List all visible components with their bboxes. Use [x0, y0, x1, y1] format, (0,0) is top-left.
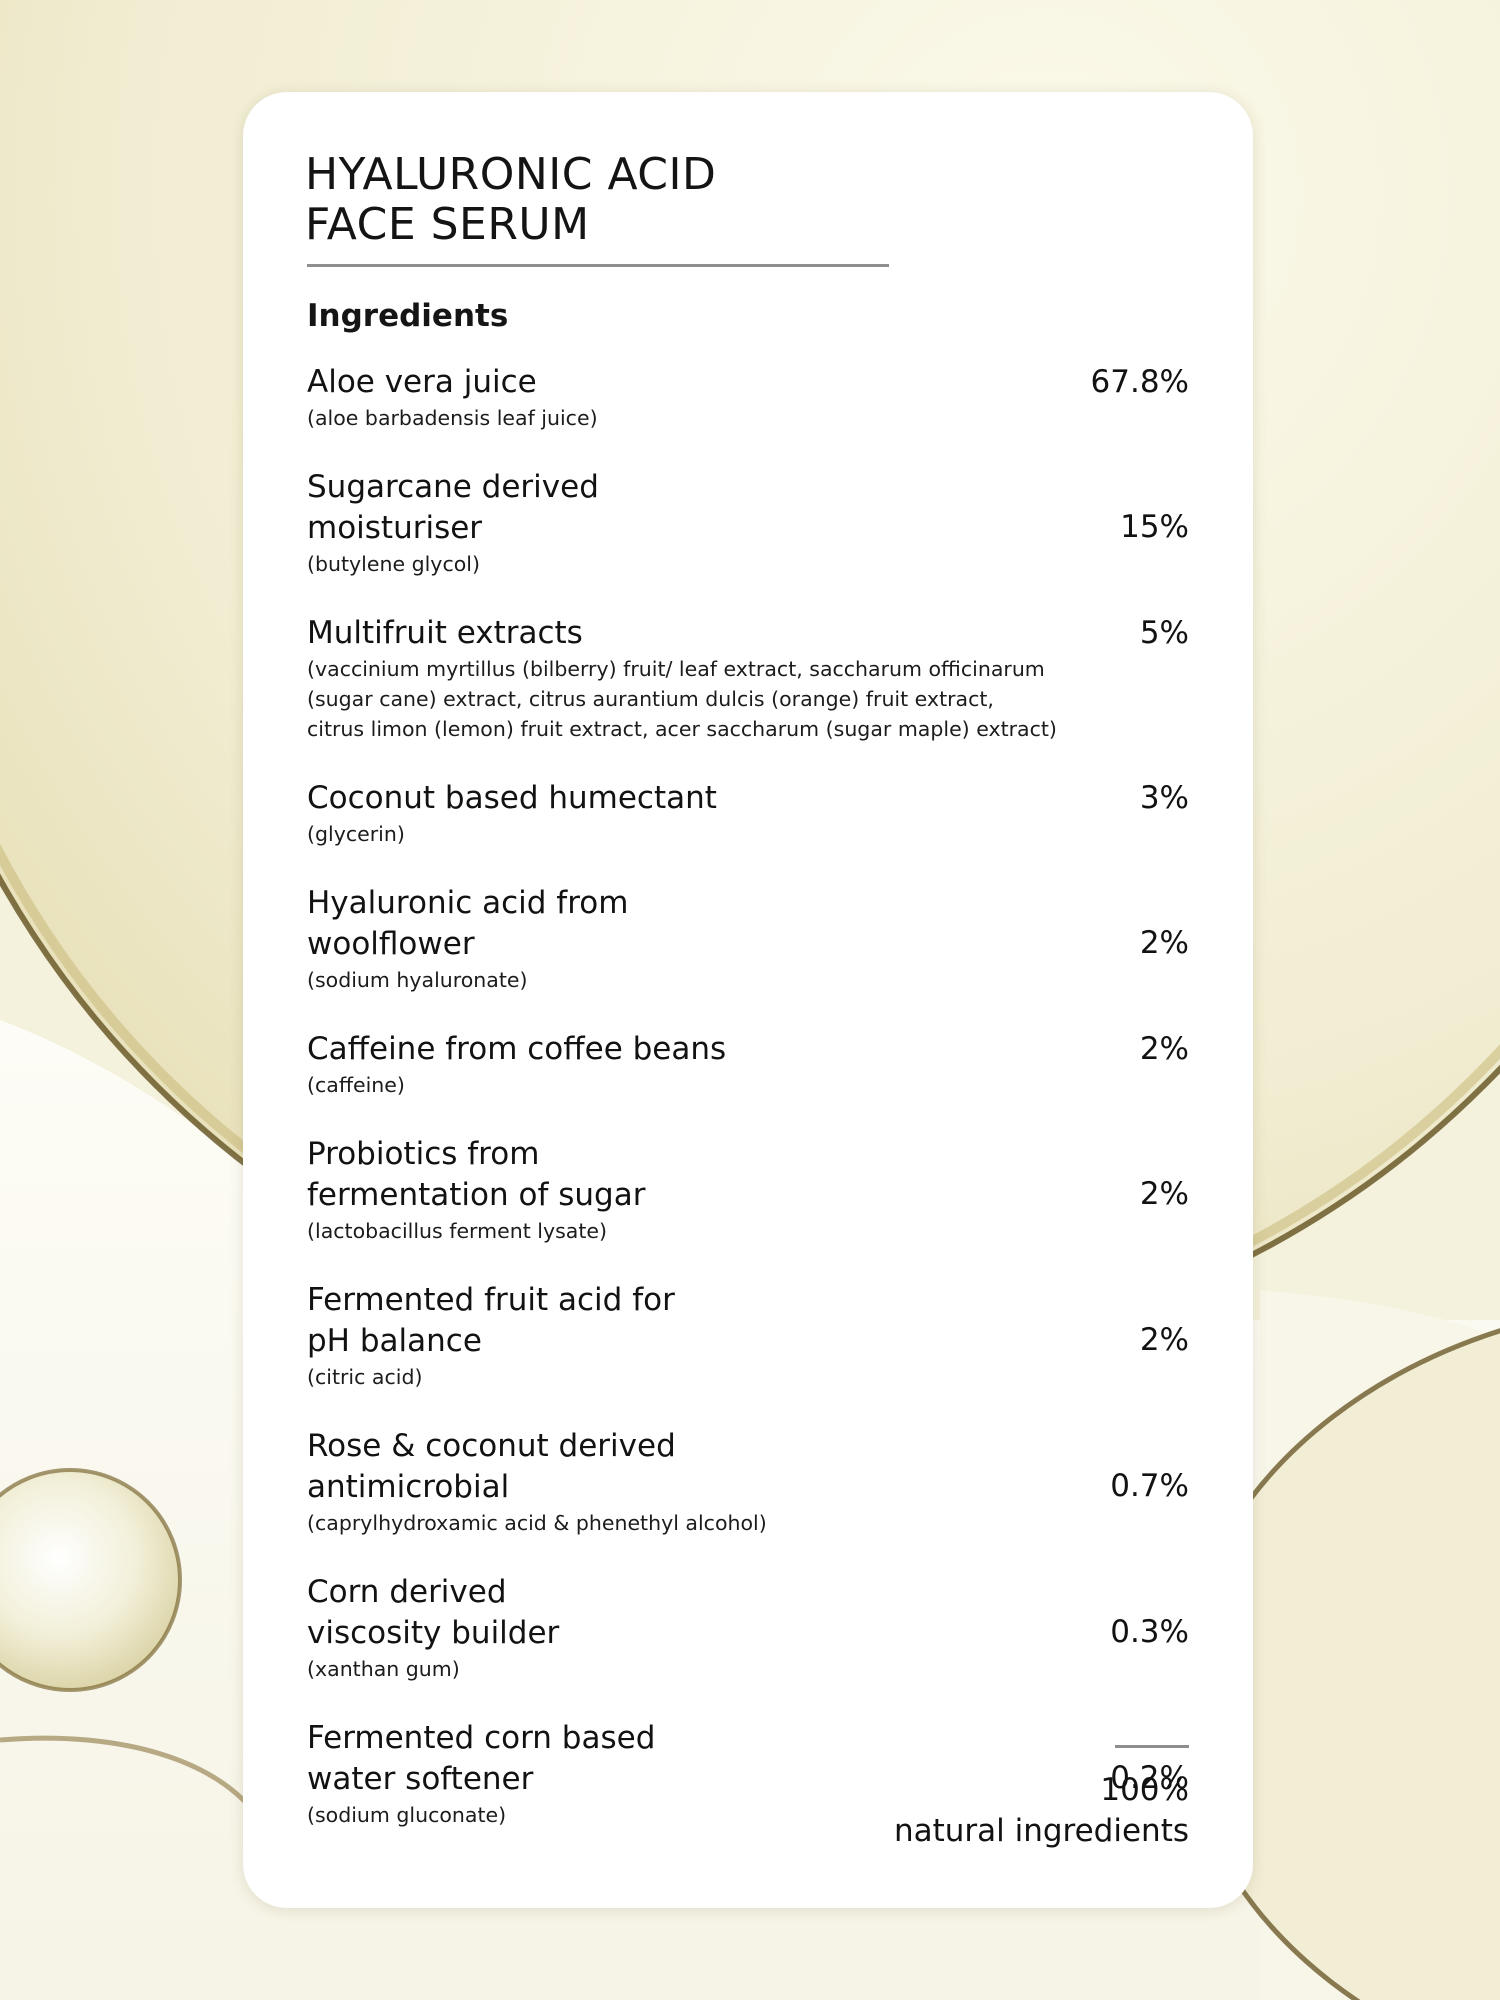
ingredient-inci: (caprylhydroxamic acid & phenethyl alcoh… [307, 1511, 767, 1535]
ingredient-percent: 2% [1139, 925, 1189, 961]
ingredient-percent: 67.8% [1090, 364, 1189, 400]
ingredient-row: Corn derived viscosity builder (xanthan … [307, 1572, 1189, 1684]
ingredient-name: Rose & coconut derived antimicrobial [307, 1428, 676, 1505]
ingredient-row: Fermented corn based water softener (sod… [307, 1718, 1189, 1830]
product-title: HYALURONIC ACID FACE SERUM [305, 150, 716, 250]
ingredient-inci: (sodium hyaluronate) [307, 968, 528, 992]
ingredient-row: Coconut based humectant (glycerin) 3% [307, 778, 1189, 849]
ingredient-name: Multifruit extracts [307, 615, 583, 651]
ingredient-name: Fermented fruit acid for pH balance [307, 1282, 675, 1359]
total-percent: 100% [1100, 1772, 1189, 1808]
product-title-line-2: FACE SERUM [305, 199, 590, 250]
ingredient-percent: 2% [1139, 1176, 1189, 1212]
ingredient-percent: 3% [1139, 780, 1189, 816]
ingredient-name: Aloe vera juice [307, 364, 537, 400]
ingredient-percent: 0.3% [1110, 1614, 1189, 1650]
ingredient-row: Multifruit extracts (vaccinium myrtillus… [307, 613, 1189, 744]
ingredient-percent: 2% [1139, 1322, 1189, 1358]
ingredient-name: Coconut based humectant [307, 780, 717, 816]
ingredient-inci: (sodium gluconate) [307, 1803, 507, 1827]
total-divider [1115, 1745, 1189, 1748]
ingredients-list: Aloe vera juice (aloe barbadensis leaf j… [307, 362, 1189, 1864]
ingredient-row: Aloe vera juice (aloe barbadensis leaf j… [307, 362, 1189, 433]
ingredients-heading: Ingredients [307, 298, 509, 334]
product-title-line-1: HYALURONIC ACID [305, 149, 717, 200]
ingredient-percent: 5% [1139, 615, 1189, 651]
total-summary: 100% natural ingredients [894, 1770, 1189, 1852]
ingredient-row: Caffeine from coffee beans (caffeine) 2% [307, 1029, 1189, 1100]
ingredient-row: Hyaluronic acid from woolflower (sodium … [307, 883, 1189, 995]
ingredient-inci: (glycerin) [307, 822, 405, 846]
ingredient-inci: (lactobacillus ferment lysate) [307, 1219, 607, 1243]
total-label: natural ingredients [893, 1813, 1189, 1849]
ingredient-row: Fermented fruit acid for pH balance (cit… [307, 1280, 1189, 1392]
ingredient-inci: (caffeine) [307, 1073, 405, 1097]
ingredient-inci: (aloe barbadensis leaf juice) [307, 406, 598, 430]
ingredient-inci: (vaccinium myrtillus (bilberry) fruit/ l… [307, 657, 1057, 741]
ingredient-percent: 15% [1120, 509, 1189, 545]
ingredient-name: Corn derived viscosity builder [307, 1574, 560, 1651]
ingredient-name: Caffeine from coffee beans [307, 1031, 727, 1067]
ingredient-inci: (butylene glycol) [307, 552, 480, 576]
ingredient-row: Sugarcane derived moisturiser (butylene … [307, 467, 1189, 579]
ingredient-row: Rose & coconut derived antimicrobial (ca… [307, 1426, 1189, 1538]
ingredient-name: Probiotics from fermentation of sugar [307, 1136, 646, 1213]
ingredient-name: Fermented corn based water softener [307, 1720, 656, 1797]
ingredient-inci: (citric acid) [307, 1365, 423, 1389]
ingredients-card: HYALURONIC ACID FACE SERUM Ingredients A… [243, 92, 1253, 1908]
ingredient-percent: 0.2% [1110, 1760, 1189, 1796]
ingredient-inci: (xanthan gum) [307, 1657, 460, 1681]
ingredient-row: Probiotics from fermentation of sugar (l… [307, 1134, 1189, 1246]
title-divider [307, 264, 889, 267]
ingredient-name: Sugarcane derived moisturiser [307, 469, 599, 546]
ingredient-name: Hyaluronic acid from woolflower [307, 885, 629, 962]
ingredient-percent: 2% [1139, 1031, 1189, 1067]
ingredient-percent: 0.7% [1110, 1468, 1189, 1504]
